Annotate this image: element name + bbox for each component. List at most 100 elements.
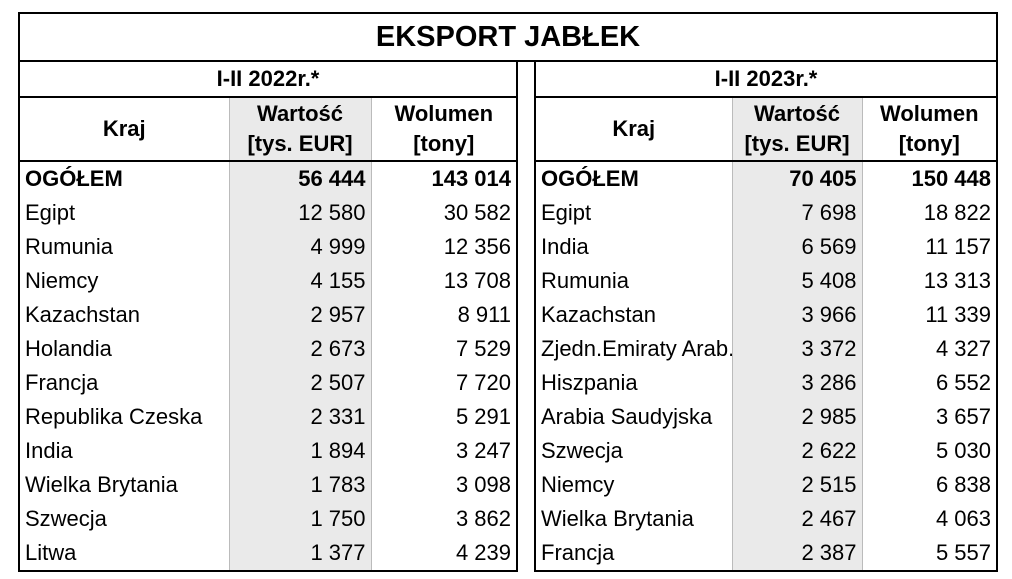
value-cell: 3 966: [732, 298, 863, 332]
country-cell: Egipt: [18, 196, 230, 230]
value-cell: 1 377: [229, 536, 372, 572]
volume-cell: 8 911: [371, 298, 518, 332]
volume-cell: 12 356: [371, 230, 518, 264]
value-cell: 4 155: [229, 264, 372, 298]
volume-cell: 4 063: [862, 502, 998, 536]
country-cell: Zjedn.Emiraty Arab.: [534, 332, 733, 366]
table-row: Hiszpania 3 286 6 552: [534, 366, 998, 400]
volume-cell: 11 157: [862, 230, 998, 264]
volume-cell: 11 339: [862, 298, 998, 332]
table-row: India 1 894 3 247: [18, 434, 518, 468]
value-cell: 7 698: [732, 196, 863, 230]
table-row: Kazachstan 2 957 8 911: [18, 298, 518, 332]
country-cell: India: [534, 230, 733, 264]
value-cell: 2 622: [732, 434, 863, 468]
country-cell: Kazachstan: [18, 298, 230, 332]
table-row: Kazachstan 3 966 11 339: [534, 298, 998, 332]
value-cell: 2 507: [229, 366, 372, 400]
column-header-country: Kraj: [534, 96, 733, 162]
table-row: Francja 2 387 5 557: [534, 536, 998, 572]
country-cell: Wielka Brytania: [534, 502, 733, 536]
value-cell: 1 783: [229, 468, 372, 502]
value-cell: 5 408: [732, 264, 863, 298]
total-volume: 150 448: [862, 160, 998, 196]
value-cell: 2 673: [229, 332, 372, 366]
country-cell: Niemcy: [18, 264, 230, 298]
total-label: OGÓŁEM: [534, 160, 733, 196]
table-row: Szwecja 2 622 5 030: [534, 434, 998, 468]
total-value: 56 444: [229, 160, 372, 196]
table-row: Rumunia 4 999 12 356: [18, 230, 518, 264]
country-cell: Francja: [534, 536, 733, 572]
value-cell: 2 957: [229, 298, 372, 332]
country-cell: Holandia: [18, 332, 230, 366]
volume-cell: 4 239: [371, 536, 518, 572]
table-row: Litwa 1 377 4 239: [18, 536, 518, 572]
country-cell: Francja: [18, 366, 230, 400]
table-row: Egipt 12 580 30 582: [18, 196, 518, 230]
table-row: Niemcy 2 515 6 838: [534, 468, 998, 502]
table-2023: I-II 2023r.* Kraj Wartość [tys. EUR] Wol…: [534, 60, 998, 572]
table-row: Niemcy 4 155 13 708: [18, 264, 518, 298]
table-title: EKSPORT JABŁEK: [18, 12, 998, 62]
table-row: India 6 569 11 157: [534, 230, 998, 264]
total-label: OGÓŁEM: [18, 160, 230, 196]
export-table-frame: EKSPORT JABŁEK I-II 2022r.* Kraj Wartość…: [18, 12, 998, 572]
volume-cell: 6 552: [862, 366, 998, 400]
column-header-volume: Wolumen [tony]: [370, 96, 518, 162]
country-cell: Hiszpania: [534, 366, 733, 400]
volume-cell: 3 247: [371, 434, 518, 468]
table-row: Szwecja 1 750 3 862: [18, 502, 518, 536]
country-cell: Republika Czeska: [18, 400, 230, 434]
table-row: Wielka Brytania 1 783 3 098: [18, 468, 518, 502]
value-cell: 2 467: [732, 502, 863, 536]
volume-cell: 5 291: [371, 400, 518, 434]
volume-cell: 3 098: [371, 468, 518, 502]
table-row: Rumunia 5 408 13 313: [534, 264, 998, 298]
column-header-volume: Wolumen [tony]: [861, 96, 998, 162]
volume-cell: 4 327: [862, 332, 998, 366]
column-header-country: Kraj: [18, 96, 230, 162]
country-cell: Rumunia: [534, 264, 733, 298]
volume-cell: 13 313: [862, 264, 998, 298]
value-cell: 3 372: [732, 332, 863, 366]
country-cell: Wielka Brytania: [18, 468, 230, 502]
value-cell: 4 999: [229, 230, 372, 264]
table-row: Holandia 2 673 7 529: [18, 332, 518, 366]
column-header-value: Wartość [tys. EUR]: [731, 96, 863, 162]
period-header-2022: I-II 2022r.*: [18, 60, 518, 98]
volume-cell: 5 557: [862, 536, 998, 572]
table-row: Zjedn.Emiraty Arab. 3 372 4 327: [534, 332, 998, 366]
value-cell: 1 894: [229, 434, 372, 468]
country-cell: Litwa: [18, 536, 230, 572]
volume-cell: 7 720: [371, 366, 518, 400]
volume-cell: 5 030: [862, 434, 998, 468]
value-cell: 12 580: [229, 196, 372, 230]
column-header-value: Wartość [tys. EUR]: [228, 96, 372, 162]
country-cell: Niemcy: [534, 468, 733, 502]
volume-cell: 13 708: [371, 264, 518, 298]
table-row: Egipt 7 698 18 822: [534, 196, 998, 230]
period-header-2023: I-II 2023r.*: [534, 60, 998, 98]
country-cell: Rumunia: [18, 230, 230, 264]
volume-cell: 6 838: [862, 468, 998, 502]
total-value: 70 405: [732, 160, 863, 196]
value-cell: 2 331: [229, 400, 372, 434]
volume-cell: 18 822: [862, 196, 998, 230]
value-cell: 6 569: [732, 230, 863, 264]
value-cell: 2 387: [732, 536, 863, 572]
value-cell: 1 750: [229, 502, 372, 536]
country-cell: Szwecja: [534, 434, 733, 468]
table-row: Republika Czeska 2 331 5 291: [18, 400, 518, 434]
value-cell: 2 985: [732, 400, 863, 434]
table-2022: I-II 2022r.* Kraj Wartość [tys. EUR] Wol…: [18, 60, 518, 572]
table-row: Francja 2 507 7 720: [18, 366, 518, 400]
country-cell: Szwecja: [18, 502, 230, 536]
value-cell: 2 515: [732, 468, 863, 502]
table-row: Wielka Brytania 2 467 4 063: [534, 502, 998, 536]
volume-cell: 3 862: [371, 502, 518, 536]
country-cell: Arabia Saudyjska: [534, 400, 733, 434]
country-cell: India: [18, 434, 230, 468]
country-cell: Kazachstan: [534, 298, 733, 332]
volume-cell: 30 582: [371, 196, 518, 230]
